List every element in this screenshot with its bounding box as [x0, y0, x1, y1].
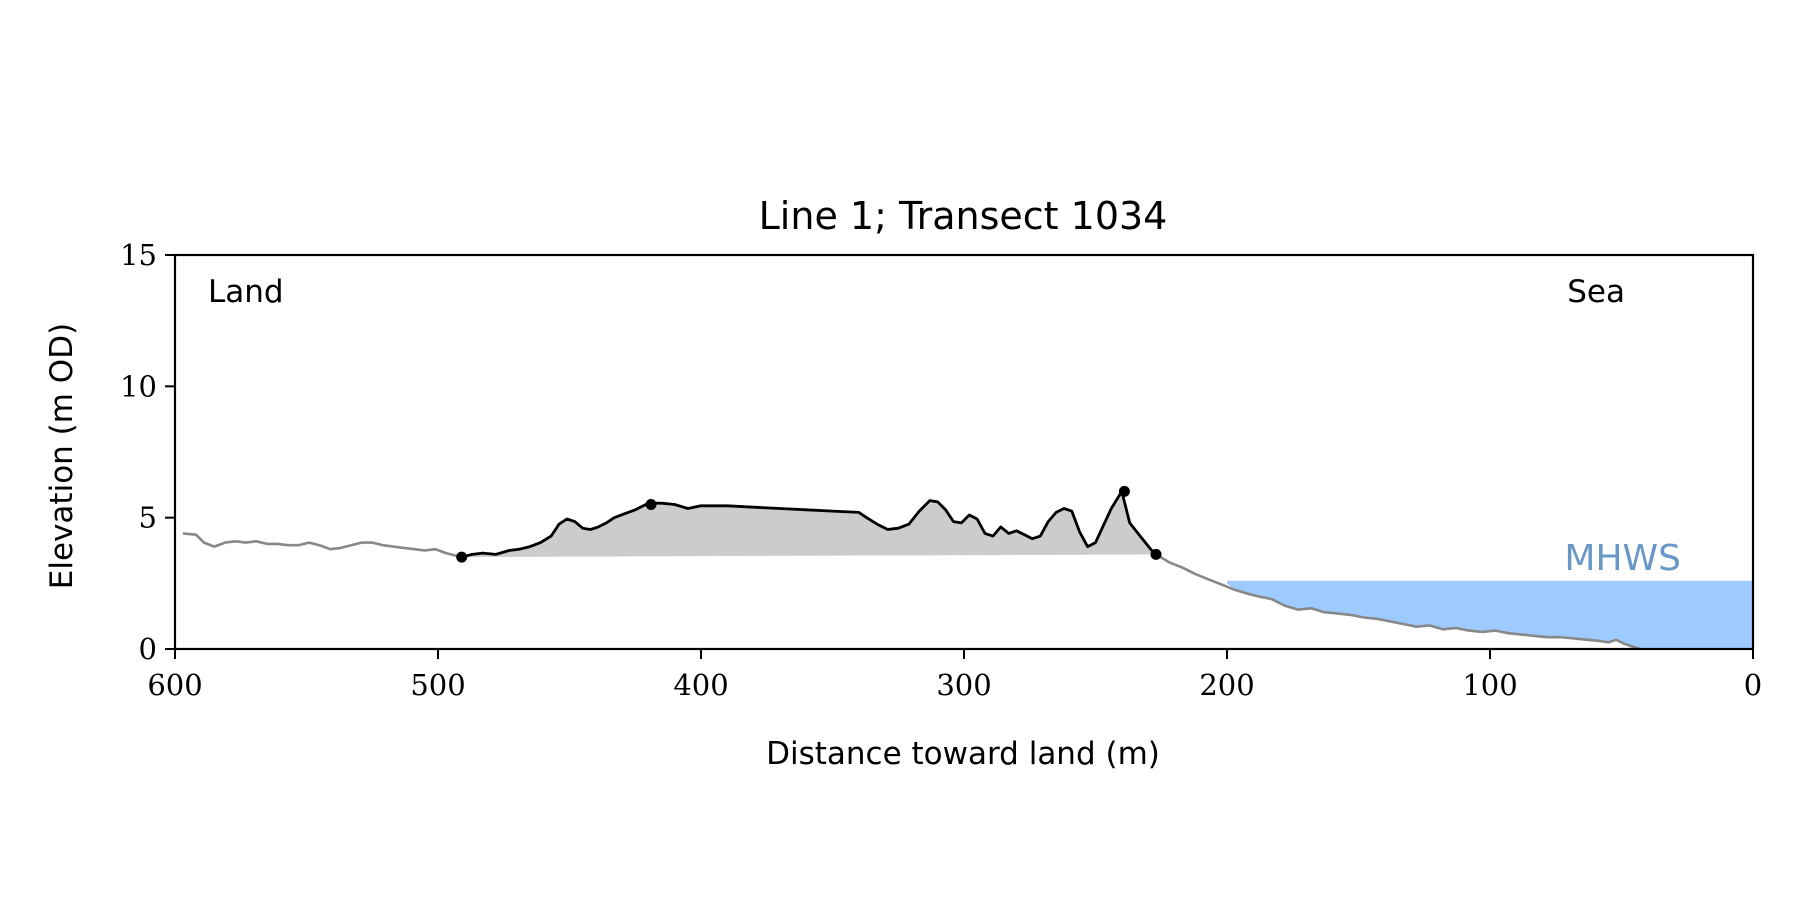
land-annotation: Land	[208, 274, 284, 310]
x-tick-label: 400	[673, 668, 728, 702]
dune-profile-line	[461, 489, 1157, 559]
x-tick-label: 200	[1199, 668, 1254, 702]
x-tick-label: 0	[1744, 668, 1762, 702]
sea-annotation: Sea	[1567, 274, 1625, 310]
y-tick-label: 0	[139, 632, 157, 666]
y-tick-label: 15	[120, 238, 157, 272]
y-tick-label: 5	[139, 501, 157, 535]
dune-marker-point	[1118, 485, 1130, 497]
chart-title: Line 1; Transect 1034	[759, 194, 1168, 238]
x-tick-label: 300	[936, 668, 991, 702]
mhws-annotation: MHWS	[1564, 538, 1681, 579]
y-axis-label: Elevation (m OD)	[44, 323, 80, 589]
x-axis-label: Distance toward land (m)	[766, 736, 1160, 772]
axes: 600 500 400 300 200 100 0 0 5 10 15	[120, 238, 1762, 702]
y-tick-label: 10	[120, 369, 157, 403]
x-tick-label: 500	[410, 668, 465, 702]
profile-line-landward	[182, 532, 463, 559]
x-tick-label: 100	[1462, 668, 1517, 702]
profile-line-seaward	[1155, 553, 1641, 651]
plot-area	[182, 485, 1753, 651]
dune-marker-point	[1150, 548, 1162, 560]
dune-marker-point	[456, 551, 468, 563]
dune-volume-area	[461, 491, 1156, 558]
mhws-water-area	[1227, 580, 1753, 649]
dune-marker-point	[645, 499, 657, 510]
x-tick-label: 600	[147, 668, 202, 702]
